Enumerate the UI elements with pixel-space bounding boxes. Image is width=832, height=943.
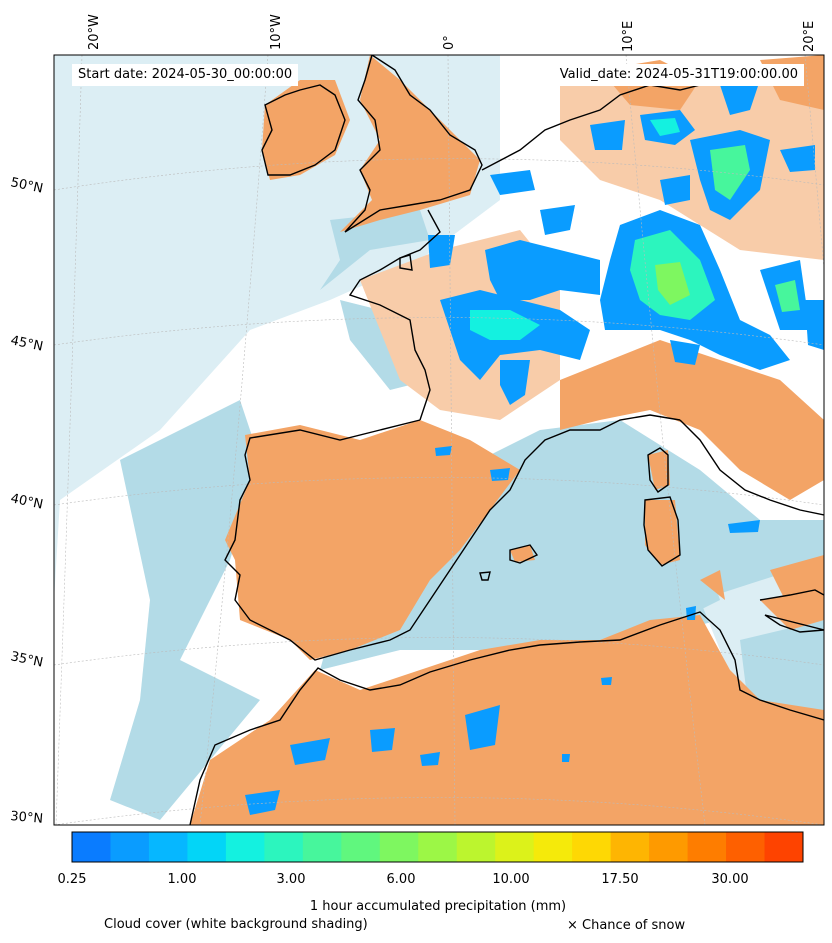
start-date-label: Start date: 2024-05-30_00:00:00 (72, 64, 299, 86)
lon-label: 20°W (87, 14, 102, 50)
colorbar-tick-label: 1.00 (167, 872, 197, 887)
colorbar-swatch (726, 832, 766, 862)
colorbar-tick-label: 6.00 (386, 872, 416, 887)
colorbar-swatch (687, 832, 727, 862)
lat-label: 45°N (9, 333, 44, 354)
lat-label: 30°N (10, 809, 44, 827)
colorbar-tick-label: 17.50 (601, 872, 639, 887)
lon-label: 10°E (621, 21, 636, 52)
map-area (54, 55, 824, 825)
lon-label: 0° (442, 35, 457, 50)
lat-label: 50°N (9, 175, 44, 196)
colorbar-swatch (572, 832, 612, 862)
map-frame (53, 54, 825, 826)
colorbar-swatch (72, 832, 111, 862)
valid-date-label: Valid_date: 2024-05-31T19:00:00.00 (553, 64, 804, 86)
colorbar-tick-label: 30.00 (711, 872, 749, 887)
graticule (54, 55, 824, 825)
colorbar-swatch (225, 832, 265, 862)
colorbar-swatch (379, 832, 419, 862)
colorbar-swatch (418, 832, 458, 862)
colorbar-tick-label: 10.00 (492, 872, 530, 887)
precipitation-cells (245, 80, 824, 815)
colorbar (72, 832, 804, 862)
colorbar-swatch (302, 832, 342, 862)
colorbar-swatch (341, 832, 381, 862)
colorbar-tick-label: 0.25 (57, 872, 87, 887)
snow-chance-note: × Chance of snow (567, 918, 686, 933)
lat-label: 40°N (9, 491, 44, 512)
colorbar-swatch (456, 832, 496, 862)
colorbar-swatch (533, 832, 573, 862)
colorbar-swatch (764, 832, 804, 862)
lat-label: 35°N (9, 649, 44, 670)
colorbar-swatch (649, 832, 689, 862)
colorbar-frame (71, 831, 804, 863)
colorbar-tick-label: 3.00 (276, 872, 306, 887)
colorbar-title: 1 hour accumulated precipitation (mm) (309, 899, 567, 914)
colorbar-swatch (495, 832, 535, 862)
longitude-labels: 20°W 10°W 0° 10°E 20°E (87, 14, 817, 52)
cloud-cover-note: Cloud cover (white background shading) (104, 917, 368, 932)
colorbar-swatch (264, 832, 304, 862)
colorbar-swatch (148, 832, 188, 862)
coastlines (189, 55, 824, 825)
lon-label: 10°W (269, 14, 284, 50)
latitude-labels: 50°N 45°N 40°N 35°N 30°N (9, 175, 44, 827)
colorbar-swatch (187, 832, 227, 862)
colorbar-swatch (110, 832, 150, 862)
lon-label: 20°E (802, 21, 817, 52)
colorbar-swatch (610, 832, 650, 862)
